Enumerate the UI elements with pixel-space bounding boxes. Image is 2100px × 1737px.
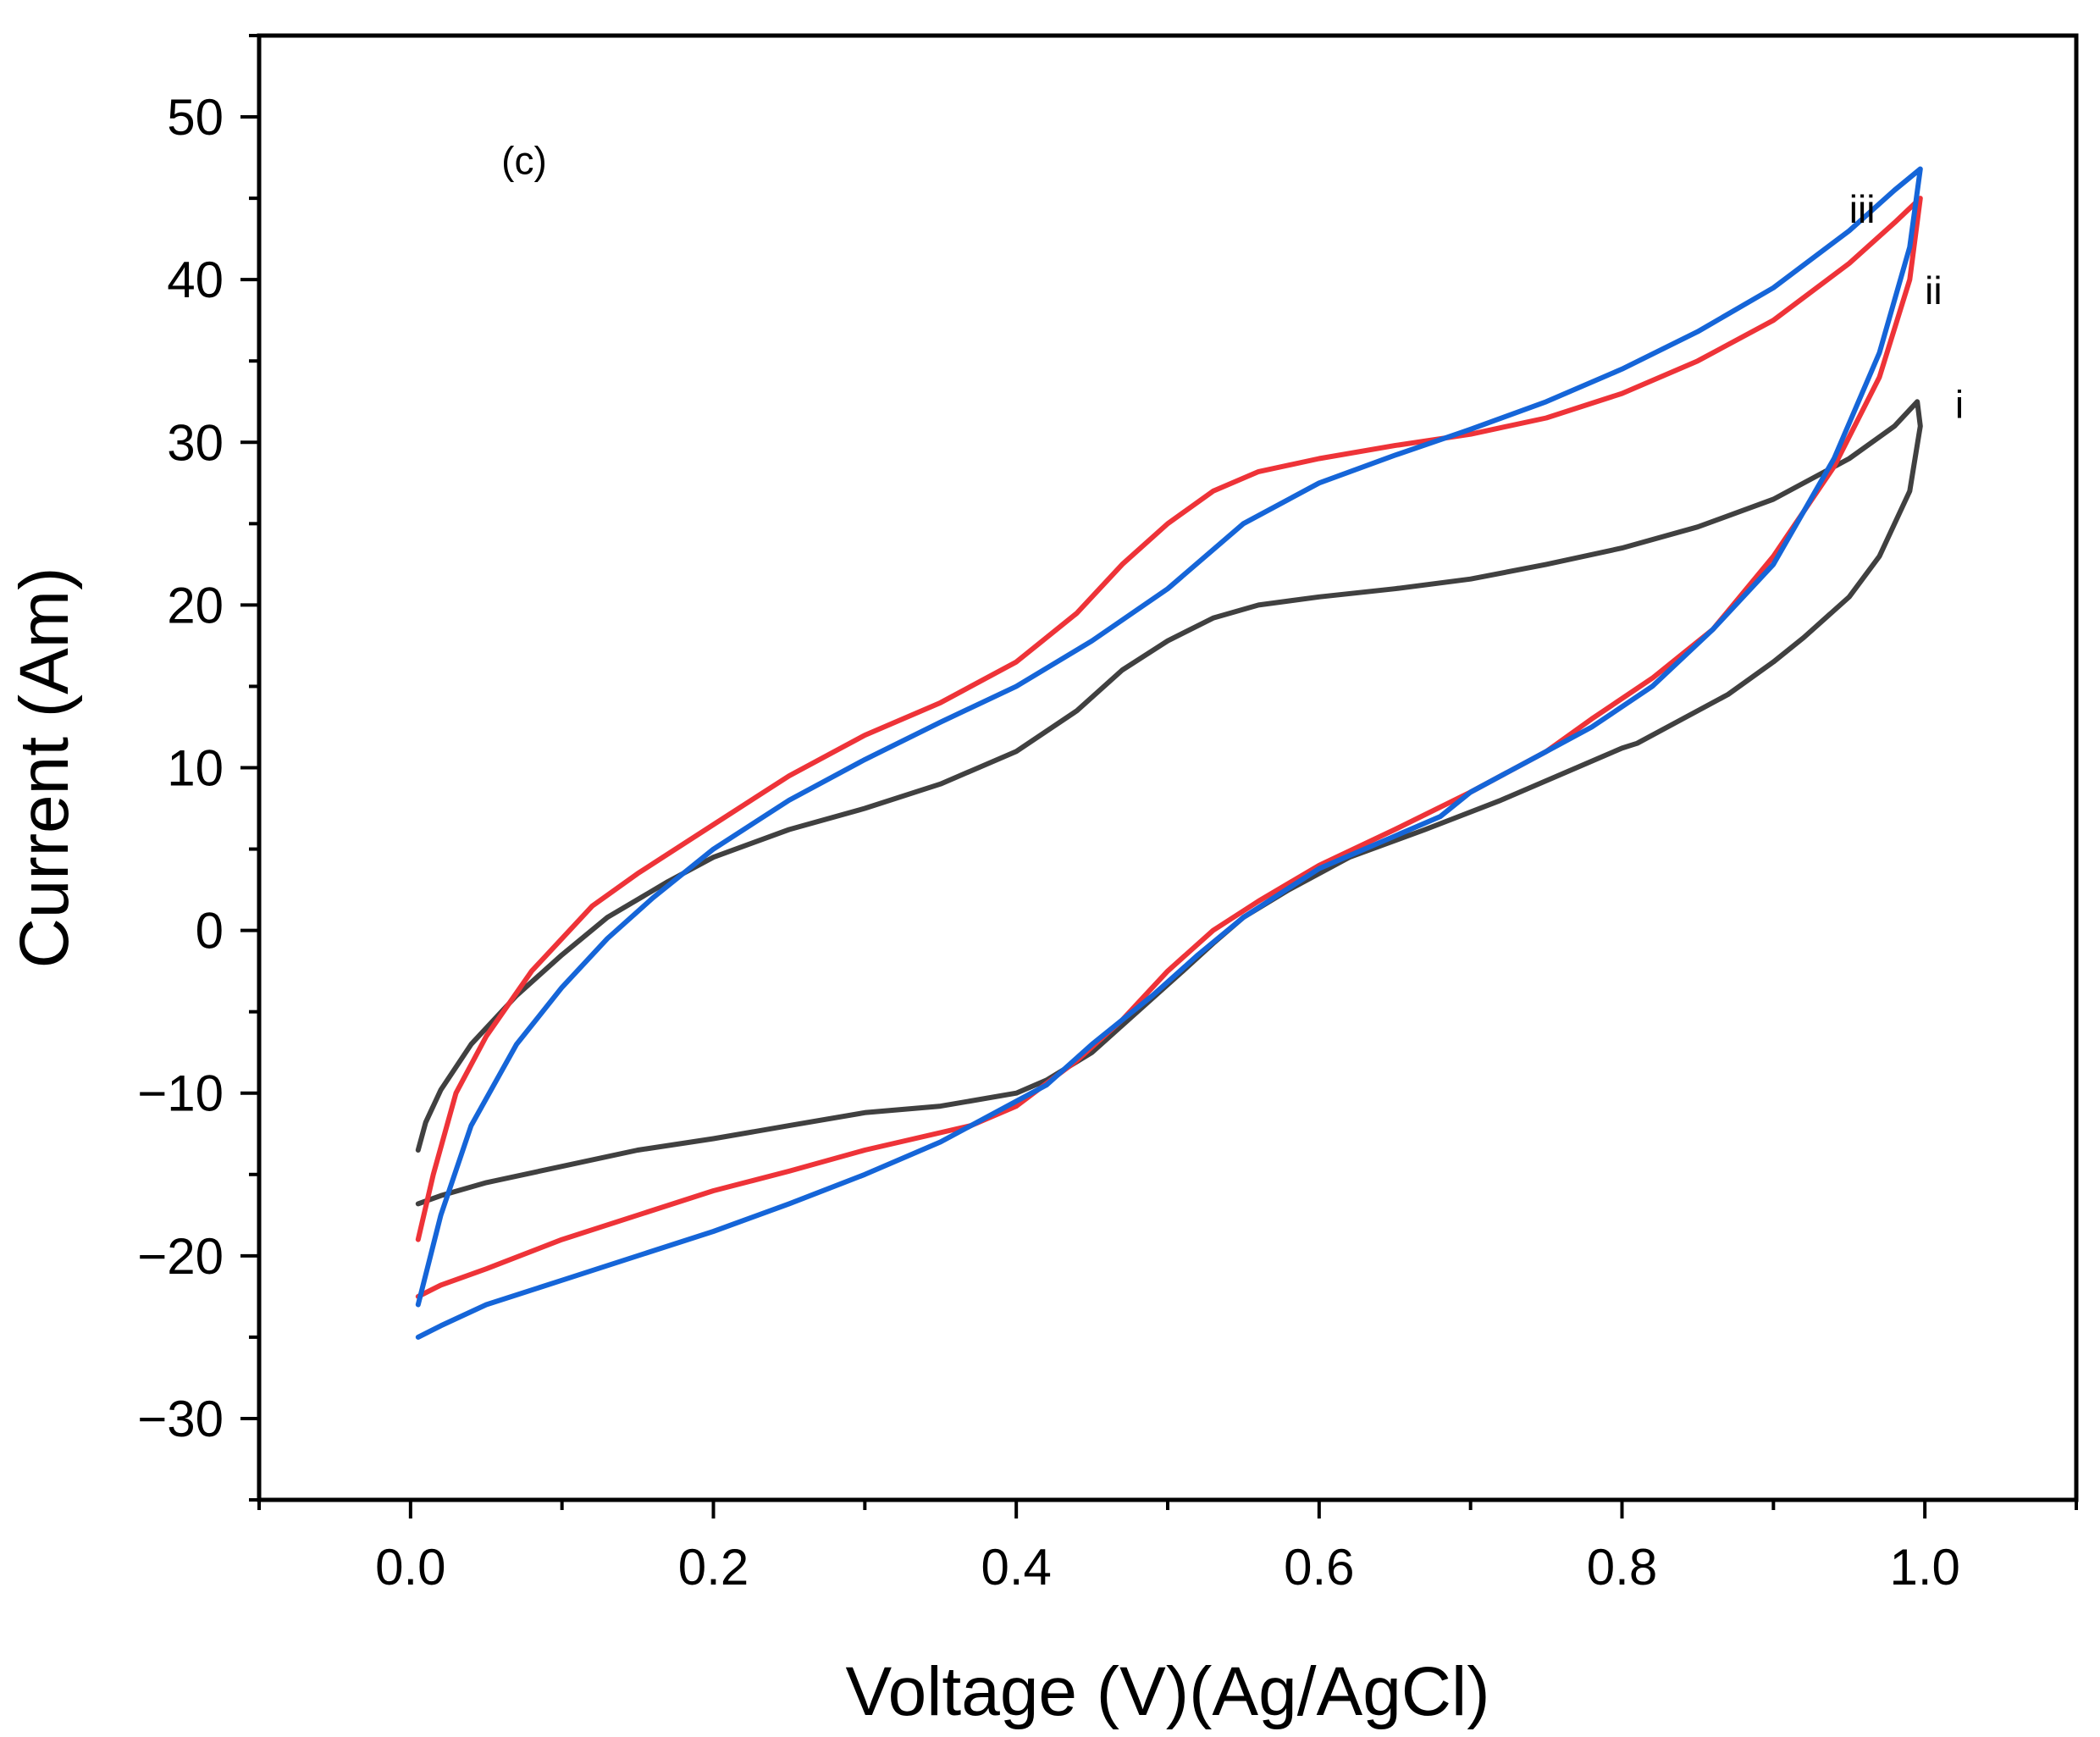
x-tick-label: 0.0 (375, 1539, 445, 1596)
y-tick-label: −10 (137, 1065, 224, 1122)
y-tick-label: 20 (167, 577, 224, 633)
x-tick-label: 0.8 (1587, 1539, 1657, 1596)
annotation-label: (c) (501, 138, 547, 182)
series-line-iii (415, 166, 1923, 1340)
y-tick-label: −30 (137, 1391, 224, 1447)
tick-labels-layer: 0.0 0.2 0.4 0.6 0.8 1.0 −30 −20 −10 0 10 20 30 40 50 (137, 89, 1960, 1596)
series-layer (415, 166, 1923, 1340)
y-tick-label: 30 (167, 414, 224, 471)
x-tick-label: 1.0 (1889, 1539, 1959, 1596)
y-tick-label: −20 (137, 1228, 224, 1285)
x-tick-label: 0.4 (981, 1539, 1051, 1596)
y-tick-label: 40 (167, 252, 224, 308)
y-tick-label: 0 (196, 903, 224, 960)
annotation-label: i (1955, 382, 1964, 426)
annotation-label: iii (1849, 187, 1876, 231)
x-tick-label: 0.2 (678, 1539, 749, 1596)
x-axis-title: Voltage (V)(Ag/AgCl) (845, 1653, 1489, 1730)
plot-frame (257, 33, 2079, 1502)
annotation-label: ii (1925, 268, 1942, 313)
y-tick-label: 10 (167, 740, 224, 797)
x-tick-label: 0.6 (1284, 1539, 1354, 1596)
y-axis-title: Current (Am) (6, 567, 83, 969)
y-tick-label: 50 (167, 89, 224, 146)
series-line-ii (415, 196, 1923, 1299)
series-line-i (415, 399, 1923, 1207)
